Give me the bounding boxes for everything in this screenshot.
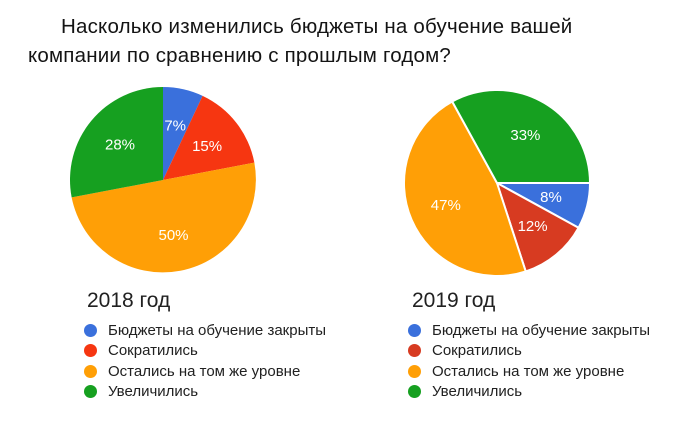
title-line-1: Насколько изменились бюджеты на обучение… — [61, 15, 573, 38]
title-line-2: компании по сравнению с прошлым годом? — [28, 44, 452, 67]
legend-item-decreased: Сократились — [408, 341, 650, 362]
legend-2018: Бюджеты на обучение закрыты Сократились … — [84, 320, 326, 402]
legend-item-label: Бюджеты на обучение закрыты — [108, 321, 326, 339]
legend-item-decreased: Сократились — [84, 341, 326, 362]
pie-slice-1 — [163, 95, 255, 180]
pie-slice-0 — [163, 87, 203, 180]
legend-item-label: Остались на том же уровне — [432, 362, 625, 380]
pie-slice-percent-label: 8% — [540, 189, 562, 206]
legend-item-label: Остались на том же уровне — [108, 362, 301, 380]
pie-slice-percent-label: 15% — [192, 138, 222, 155]
legend-dot-red-icon — [84, 344, 97, 358]
chart-question-title: Насколько изменились бюджеты на обучение… — [28, 12, 673, 70]
pie-slice-2 — [403, 100, 527, 277]
legend-dot-green-icon — [84, 385, 97, 399]
year-label-2018: 2018 год — [87, 289, 171, 312]
legend-2019: Бюджеты на обучение закрыты Сократились … — [408, 320, 650, 402]
legend-item-label: Бюджеты на обучение закрыты — [432, 321, 650, 339]
legend-item-budgets-closed: Бюджеты на обучение закрыты — [408, 320, 650, 341]
legend-item-label: Сократились — [432, 342, 522, 360]
legend-item-label: Увеличились — [432, 383, 523, 401]
legend-dot-orange-icon — [84, 364, 97, 378]
pie-slice-percent-label: 50% — [158, 227, 188, 244]
pie-slice-2 — [71, 162, 256, 273]
pie-slice-percent-label: 12% — [518, 218, 548, 235]
pie-slice-percent-label: 7% — [164, 118, 186, 135]
legend-item-increased: Увеличились — [84, 382, 326, 403]
pie-slice-percent-label: 28% — [105, 136, 135, 153]
pie-slice-3 — [451, 89, 591, 184]
legend-dot-orange-icon — [408, 364, 421, 378]
legend-item-same-level: Остались на том же уровне — [408, 361, 650, 382]
legend-dot-blue-icon — [408, 323, 421, 337]
legend-dot-red-icon — [408, 344, 421, 358]
legend-item-increased: Увеличились — [408, 382, 650, 403]
pie-slice-percent-label: 47% — [431, 197, 461, 214]
legend-item-budgets-closed: Бюджеты на обучение закрыты — [84, 320, 326, 341]
legend-dot-green-icon — [408, 385, 421, 399]
legend-item-label: Увеличились — [108, 383, 199, 401]
pie-chart-2019: 8% 12% 47% 33% — [403, 89, 591, 277]
pie-slice-3 — [70, 87, 163, 198]
legend-item-label: Сократились — [108, 342, 198, 360]
pie-slice-percent-label: 33% — [510, 127, 540, 144]
pie-slice-1 — [496, 182, 580, 273]
legend-dot-blue-icon — [84, 323, 97, 337]
pie-chart-2018: 7% 15% 50% 28% — [70, 87, 256, 273]
year-label-2019: 2019 год — [412, 289, 496, 312]
legend-item-same-level: Остались на том же уровне — [84, 361, 326, 382]
